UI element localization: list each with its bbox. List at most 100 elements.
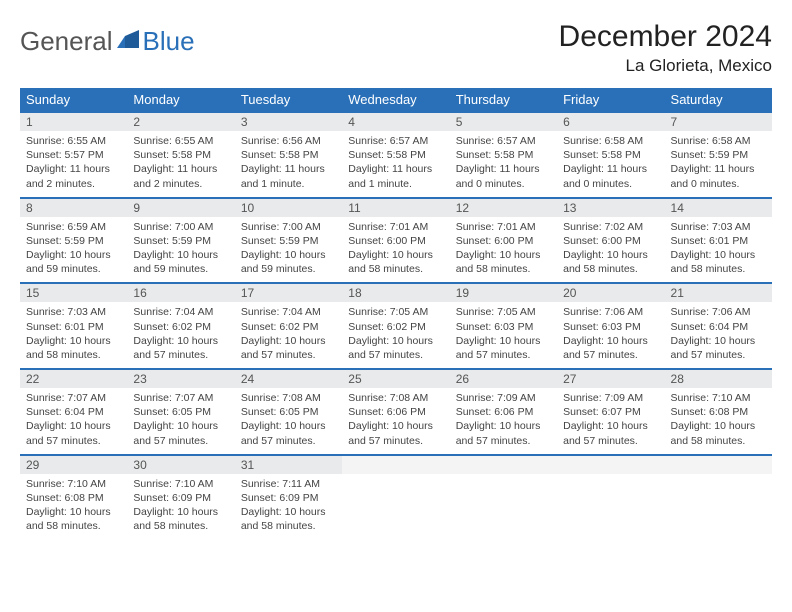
- sunrise-text: Sunrise: 7:03 AM: [26, 305, 121, 319]
- day-header: Tuesday: [235, 88, 342, 112]
- sunrise-text: Sunrise: 7:06 AM: [563, 305, 658, 319]
- daylight-text: Daylight: 10 hours and 58 minutes.: [563, 248, 658, 276]
- sunset-text: Sunset: 6:01 PM: [671, 234, 766, 248]
- day-number: 20: [563, 286, 576, 300]
- daylight-text: Daylight: 11 hours and 0 minutes.: [563, 162, 658, 190]
- day-number-cell: [342, 455, 449, 474]
- sunset-text: Sunset: 6:07 PM: [563, 405, 658, 419]
- sunset-text: Sunset: 5:58 PM: [133, 148, 228, 162]
- sunset-text: Sunset: 6:00 PM: [348, 234, 443, 248]
- day-details-cell: [557, 474, 664, 540]
- day-number: 31: [241, 458, 254, 472]
- day-number-cell: 24: [235, 369, 342, 388]
- day-header: Thursday: [450, 88, 557, 112]
- day-number: 13: [563, 201, 576, 215]
- day-number-cell: 1: [20, 112, 127, 131]
- day-number: 10: [241, 201, 254, 215]
- sunset-text: Sunset: 6:02 PM: [133, 320, 228, 334]
- day-details-cell: Sunrise: 7:01 AMSunset: 6:00 PMDaylight:…: [342, 217, 449, 284]
- sunrise-text: Sunrise: 6:57 AM: [456, 134, 551, 148]
- day-details-cell: [450, 474, 557, 540]
- day-number: 5: [456, 115, 463, 129]
- daylight-text: Daylight: 10 hours and 58 minutes.: [671, 248, 766, 276]
- day-number-cell: 2: [127, 112, 234, 131]
- daylight-text: Daylight: 10 hours and 57 minutes.: [348, 419, 443, 447]
- sunrise-text: Sunrise: 7:04 AM: [133, 305, 228, 319]
- day-header: Friday: [557, 88, 664, 112]
- sunset-text: Sunset: 6:06 PM: [348, 405, 443, 419]
- daylight-text: Daylight: 10 hours and 57 minutes.: [563, 419, 658, 447]
- day-number-cell: 25: [342, 369, 449, 388]
- daylight-text: Daylight: 10 hours and 59 minutes.: [133, 248, 228, 276]
- daylight-text: Daylight: 10 hours and 58 minutes.: [671, 419, 766, 447]
- sunset-text: Sunset: 6:05 PM: [241, 405, 336, 419]
- day-number: 15: [26, 286, 39, 300]
- sunset-text: Sunset: 6:09 PM: [241, 491, 336, 505]
- sunset-text: Sunset: 5:58 PM: [563, 148, 658, 162]
- day-number-cell: 18: [342, 283, 449, 302]
- day-number: 30: [133, 458, 146, 472]
- sunset-text: Sunset: 6:03 PM: [456, 320, 551, 334]
- day-number: 1: [26, 115, 33, 129]
- day-header: Wednesday: [342, 88, 449, 112]
- day-number-cell: 17: [235, 283, 342, 302]
- day-number: 25: [348, 372, 361, 386]
- sunrise-text: Sunrise: 6:56 AM: [241, 134, 336, 148]
- day-details-cell: Sunrise: 7:11 AMSunset: 6:09 PMDaylight:…: [235, 474, 342, 540]
- sunrise-text: Sunrise: 7:06 AM: [671, 305, 766, 319]
- day-number-cell: 4: [342, 112, 449, 131]
- page-header: General Blue December 2024 La Glorieta, …: [20, 20, 772, 76]
- daylight-text: Daylight: 10 hours and 57 minutes.: [133, 334, 228, 362]
- week-details-row: Sunrise: 7:03 AMSunset: 6:01 PMDaylight:…: [20, 302, 772, 369]
- daylight-text: Daylight: 10 hours and 58 minutes.: [133, 505, 228, 533]
- day-details-cell: Sunrise: 7:07 AMSunset: 6:04 PMDaylight:…: [20, 388, 127, 455]
- day-number-cell: 22: [20, 369, 127, 388]
- sunrise-text: Sunrise: 7:07 AM: [26, 391, 121, 405]
- day-number-cell: 6: [557, 112, 664, 131]
- brand-word-1: General: [20, 26, 113, 57]
- week-number-row: 1234567: [20, 112, 772, 131]
- sunrise-text: Sunrise: 6:57 AM: [348, 134, 443, 148]
- day-number-cell: 26: [450, 369, 557, 388]
- day-number-cell: 13: [557, 198, 664, 217]
- day-number: 27: [563, 372, 576, 386]
- day-number: 8: [26, 201, 33, 215]
- day-details-cell: Sunrise: 7:00 AMSunset: 5:59 PMDaylight:…: [127, 217, 234, 284]
- sunrise-text: Sunrise: 6:55 AM: [133, 134, 228, 148]
- location-subtitle: La Glorieta, Mexico: [559, 56, 772, 76]
- day-number: 11: [348, 201, 360, 215]
- day-number: 19: [456, 286, 469, 300]
- sunset-text: Sunset: 6:06 PM: [456, 405, 551, 419]
- sunset-text: Sunset: 5:58 PM: [241, 148, 336, 162]
- day-number-cell: 9: [127, 198, 234, 217]
- brand-word-2: Blue: [143, 26, 195, 57]
- sunset-text: Sunset: 5:59 PM: [133, 234, 228, 248]
- sunrise-text: Sunrise: 7:00 AM: [133, 220, 228, 234]
- day-number: 28: [671, 372, 684, 386]
- day-number: 29: [26, 458, 39, 472]
- day-details-cell: Sunrise: 6:58 AMSunset: 5:58 PMDaylight:…: [557, 131, 664, 198]
- day-number-cell: 23: [127, 369, 234, 388]
- week-number-row: 891011121314: [20, 198, 772, 217]
- day-number: 26: [456, 372, 469, 386]
- day-number-cell: 28: [665, 369, 772, 388]
- day-number-cell: [450, 455, 557, 474]
- daylight-text: Daylight: 10 hours and 58 minutes.: [26, 505, 121, 533]
- day-details-cell: Sunrise: 7:06 AMSunset: 6:03 PMDaylight:…: [557, 302, 664, 369]
- day-details-cell: Sunrise: 7:06 AMSunset: 6:04 PMDaylight:…: [665, 302, 772, 369]
- daylight-text: Daylight: 10 hours and 57 minutes.: [133, 419, 228, 447]
- day-details-cell: Sunrise: 6:57 AMSunset: 5:58 PMDaylight:…: [342, 131, 449, 198]
- day-details-cell: Sunrise: 7:10 AMSunset: 6:08 PMDaylight:…: [20, 474, 127, 540]
- sunset-text: Sunset: 6:02 PM: [348, 320, 443, 334]
- month-title: December 2024: [559, 20, 772, 54]
- day-details-cell: [342, 474, 449, 540]
- day-details-cell: Sunrise: 6:55 AMSunset: 5:57 PMDaylight:…: [20, 131, 127, 198]
- day-number-cell: 3: [235, 112, 342, 131]
- sunrise-text: Sunrise: 7:05 AM: [456, 305, 551, 319]
- day-details-cell: Sunrise: 7:10 AMSunset: 6:08 PMDaylight:…: [665, 388, 772, 455]
- sunrise-text: Sunrise: 7:08 AM: [241, 391, 336, 405]
- day-header: Saturday: [665, 88, 772, 112]
- sunset-text: Sunset: 6:08 PM: [26, 491, 121, 505]
- daylight-text: Daylight: 10 hours and 57 minutes.: [348, 334, 443, 362]
- daylight-text: Daylight: 11 hours and 1 minute.: [241, 162, 336, 190]
